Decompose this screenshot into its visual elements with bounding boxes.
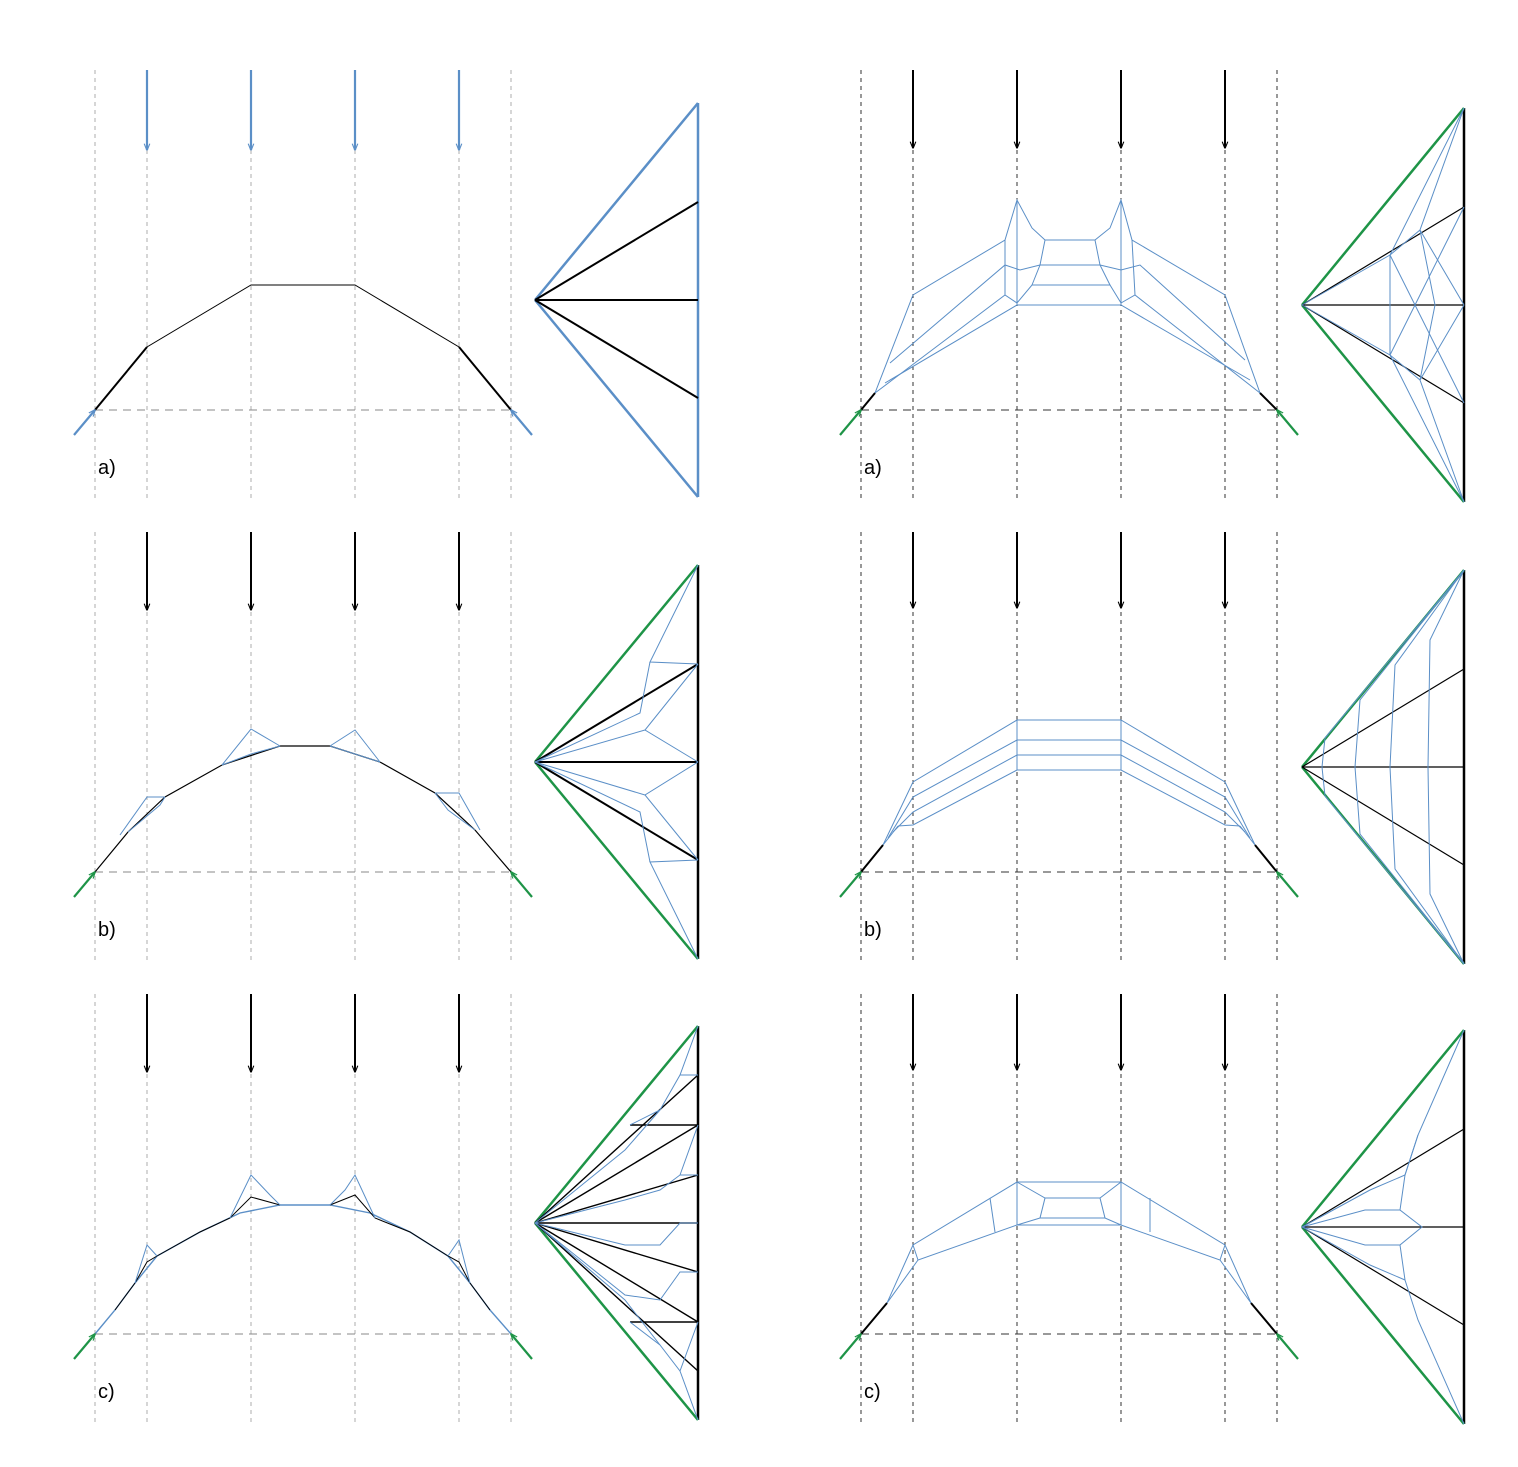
panel-label-left-a: a)	[98, 457, 116, 479]
reaction-arrows	[839, 410, 1299, 436]
right-panel-b: b)	[839, 532, 1466, 965]
right-panel-a: a)	[839, 70, 1466, 503]
reaction-arrows	[73, 410, 533, 436]
load-arrows	[913, 70, 1225, 148]
load-arrows	[913, 532, 1225, 608]
load-arrows	[147, 994, 459, 1072]
load-arrows	[147, 70, 459, 150]
thrust-network	[94, 1173, 512, 1335]
right-panel-c: c)	[839, 994, 1466, 1425]
panel-label-right-a: a)	[864, 457, 882, 479]
left-panel-a: a)	[73, 70, 700, 500]
load-arrows	[913, 994, 1225, 1070]
reaction-arrows	[73, 872, 533, 898]
force-diagram	[534, 102, 700, 498]
guide-lines	[94, 994, 512, 1424]
panel-label-left-c: c)	[98, 1381, 115, 1403]
thrust-network	[94, 728, 512, 873]
guide-lines	[860, 532, 1278, 962]
left-panel-b: b)	[73, 532, 700, 962]
force-diagram	[1301, 107, 1466, 503]
reaction-arrows	[839, 1334, 1299, 1360]
force-diagram	[534, 564, 700, 960]
force-diagram	[534, 1025, 700, 1421]
guide-lines	[860, 994, 1278, 1424]
thrust-network	[882, 719, 1256, 846]
panel-label-right-b: b)	[864, 919, 882, 941]
load-arrows	[147, 532, 459, 610]
force-diagram	[1301, 569, 1466, 965]
force-diagram	[1301, 1029, 1466, 1425]
thrust-network	[860, 198, 1278, 411]
guide-lines	[94, 532, 512, 962]
thrust-network	[886, 1181, 1252, 1304]
left-panel-c: c)	[73, 994, 700, 1424]
thrust-line	[94, 284, 512, 411]
panel-label-left-b: b)	[98, 919, 116, 941]
reaction-arrows	[73, 1334, 533, 1360]
reaction-arrows	[839, 872, 1299, 898]
panel-label-right-c: c)	[864, 1381, 881, 1403]
